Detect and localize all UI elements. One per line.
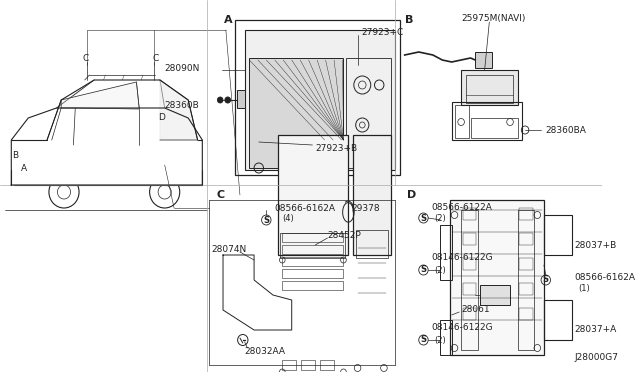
Polygon shape <box>61 82 140 109</box>
Bar <box>520 283 532 295</box>
Circle shape <box>225 97 230 103</box>
Text: (4): (4) <box>282 214 294 222</box>
Bar <box>282 233 344 242</box>
Text: 28360BA: 28360BA <box>546 125 587 135</box>
Bar <box>461 70 518 105</box>
Bar <box>461 210 478 350</box>
Bar <box>282 257 344 266</box>
Bar <box>450 200 544 355</box>
Bar <box>466 75 513 103</box>
Bar <box>282 281 344 290</box>
Bar <box>282 269 344 278</box>
Text: C: C <box>216 190 225 200</box>
Bar <box>440 320 452 355</box>
Bar <box>236 20 400 175</box>
Bar <box>544 300 572 340</box>
Text: 28090N: 28090N <box>164 64 200 73</box>
Text: D: D <box>158 112 165 122</box>
Polygon shape <box>223 255 292 330</box>
Polygon shape <box>12 108 202 185</box>
Text: 28037+A: 28037+A <box>574 326 616 334</box>
Text: C: C <box>83 54 89 62</box>
Bar <box>463 283 476 295</box>
Text: (1): (1) <box>578 285 589 294</box>
Text: A: A <box>224 15 232 25</box>
Text: S: S <box>420 336 426 344</box>
Bar <box>463 208 476 220</box>
Text: 08146-6122G: 08146-6122G <box>431 324 493 333</box>
Bar <box>237 90 244 108</box>
Bar <box>463 233 476 245</box>
Bar <box>250 58 344 168</box>
Bar <box>520 258 532 270</box>
Polygon shape <box>160 80 198 140</box>
Text: C: C <box>152 54 159 62</box>
Text: B: B <box>404 15 413 25</box>
Bar <box>520 208 532 220</box>
Bar <box>320 360 334 370</box>
Text: 27923+B: 27923+B <box>316 144 357 153</box>
Text: 28360B: 28360B <box>164 100 200 109</box>
Text: (2): (2) <box>435 266 447 275</box>
Text: 28037+B: 28037+B <box>574 241 616 250</box>
Bar <box>520 308 532 320</box>
Bar <box>544 215 572 255</box>
Text: (2): (2) <box>435 214 447 222</box>
Polygon shape <box>47 80 198 140</box>
Bar <box>282 360 296 370</box>
Bar <box>356 230 388 258</box>
Bar <box>470 118 518 138</box>
Bar <box>463 308 476 320</box>
Circle shape <box>218 97 223 103</box>
Text: (2): (2) <box>435 336 447 344</box>
Text: 08566-6122A: 08566-6122A <box>431 202 492 212</box>
Text: S: S <box>543 276 548 285</box>
Bar <box>452 102 522 140</box>
Bar <box>282 245 344 254</box>
Bar <box>346 58 390 168</box>
Text: 28032AA: 28032AA <box>244 347 285 356</box>
Circle shape <box>26 157 31 163</box>
Text: S: S <box>420 214 426 222</box>
Bar <box>518 210 534 350</box>
Bar <box>280 233 346 258</box>
Text: 28452P: 28452P <box>328 231 361 240</box>
Bar <box>463 258 476 270</box>
Text: 25975M(NAVI): 25975M(NAVI) <box>461 13 525 22</box>
Bar <box>520 233 532 245</box>
Text: 08146-6122G: 08146-6122G <box>431 253 493 263</box>
Text: D: D <box>406 190 416 200</box>
Text: J28000G7: J28000G7 <box>574 353 618 362</box>
Bar <box>278 135 348 255</box>
Text: 28074N: 28074N <box>212 246 247 254</box>
Text: S: S <box>420 266 426 275</box>
Bar <box>244 30 396 170</box>
Text: B: B <box>12 151 19 160</box>
Bar <box>454 105 468 138</box>
Circle shape <box>20 145 26 151</box>
Text: A: A <box>20 164 27 173</box>
Text: 28061: 28061 <box>461 305 490 314</box>
Bar <box>476 52 492 68</box>
Text: 08566-6162A: 08566-6162A <box>574 273 635 282</box>
Text: 08566-6162A: 08566-6162A <box>275 203 336 212</box>
Bar <box>440 225 452 280</box>
Bar <box>480 285 510 305</box>
Text: 27923+C: 27923+C <box>362 28 404 36</box>
Text: S: S <box>263 215 269 224</box>
Text: 29378: 29378 <box>351 203 380 212</box>
Bar <box>353 135 390 255</box>
Bar <box>301 360 316 370</box>
